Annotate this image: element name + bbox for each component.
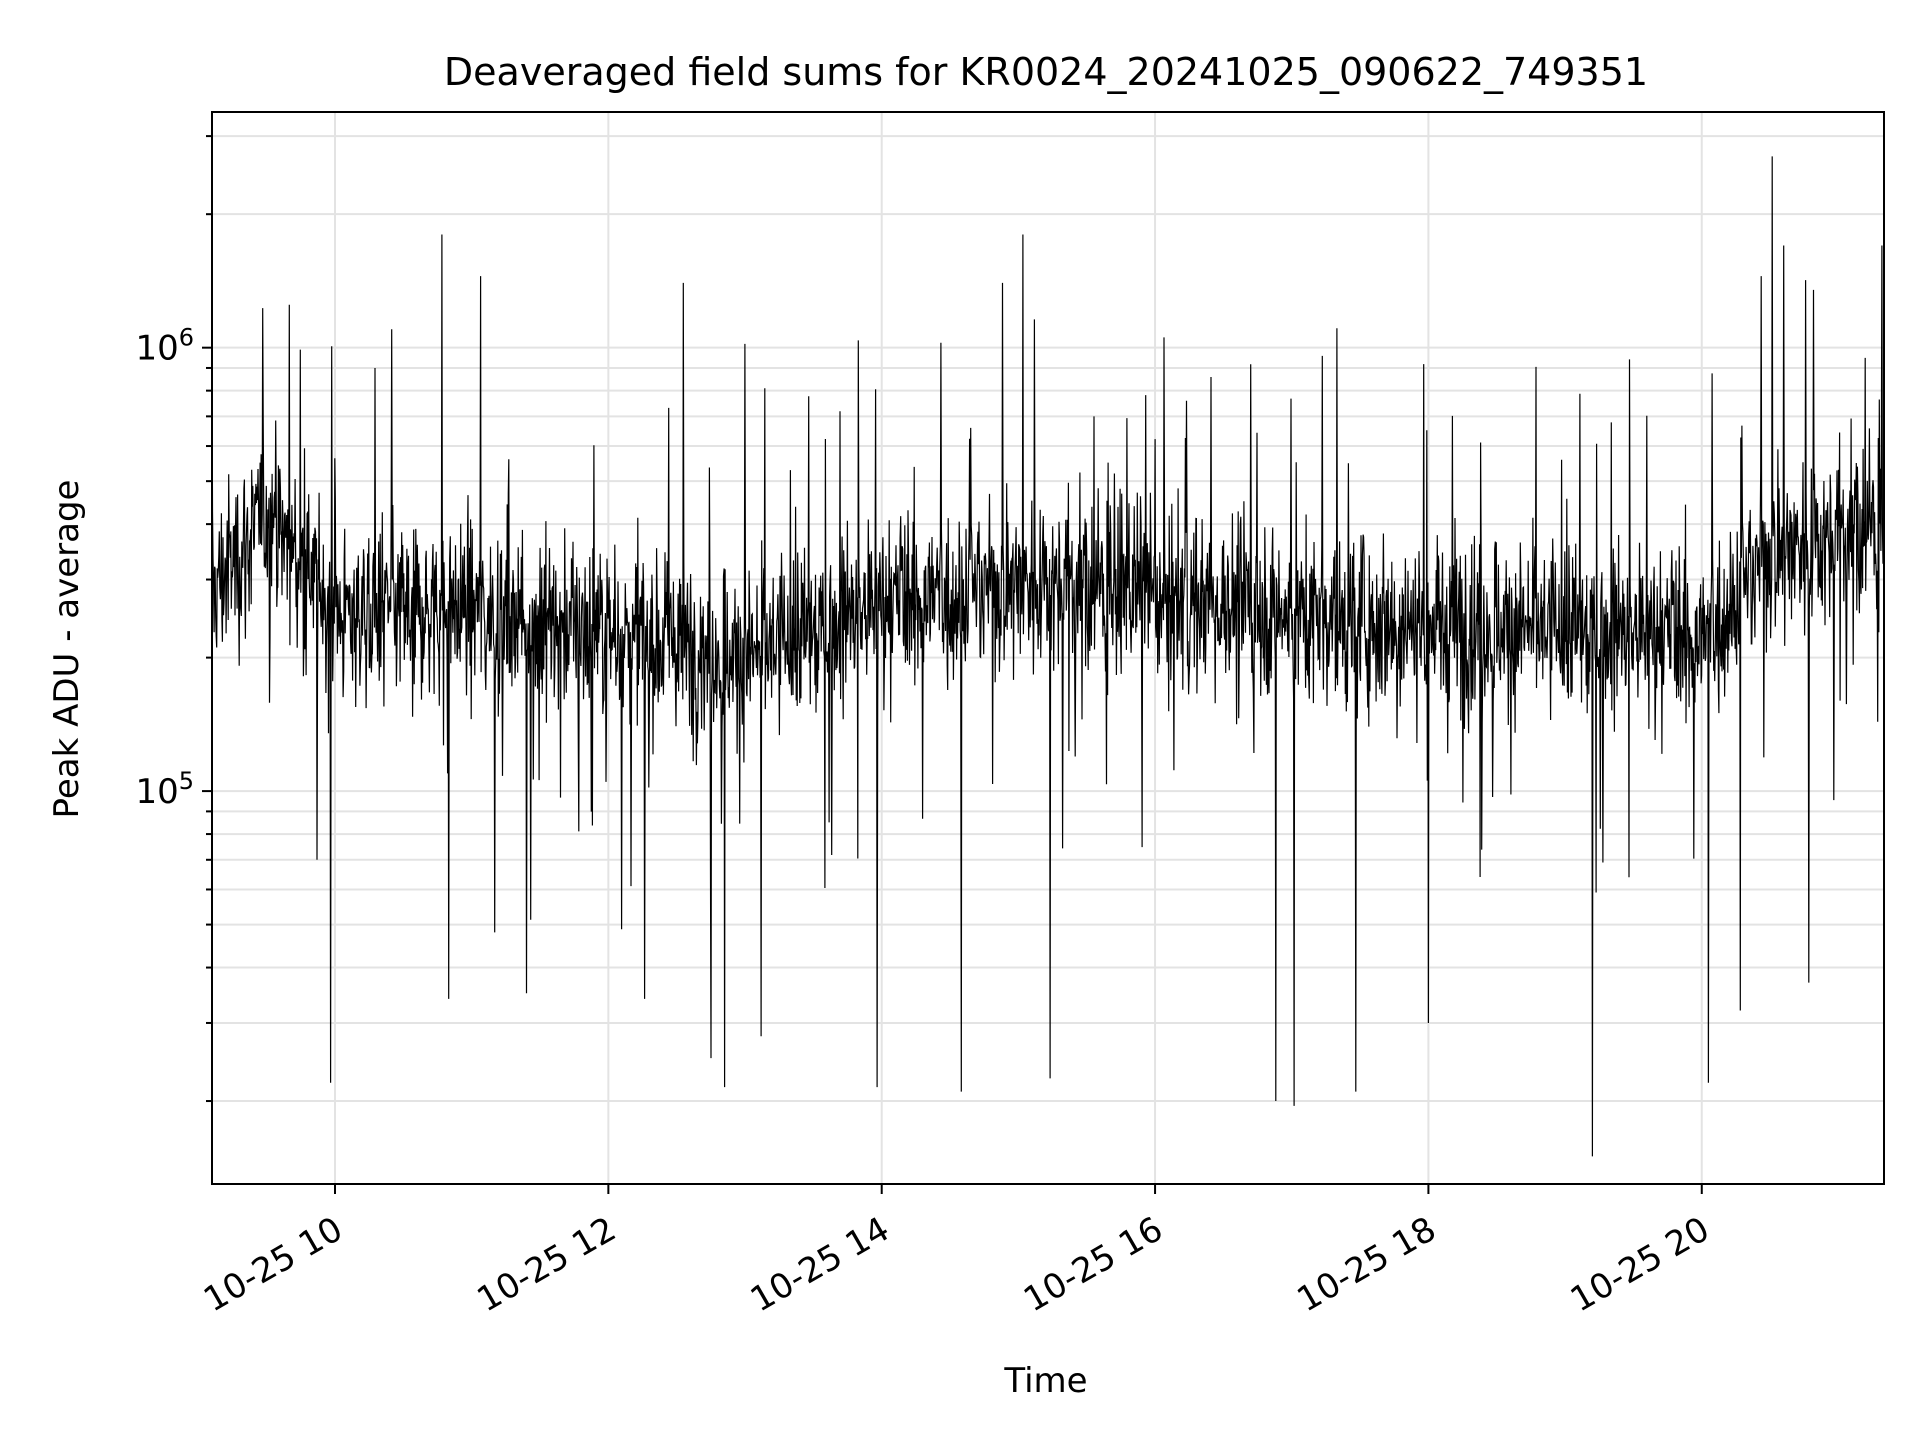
- series-line: [211, 156, 1885, 1157]
- y-axis-label: Peak ADU - average: [47, 480, 87, 819]
- x-axis-label: Time: [1003, 1361, 1087, 1401]
- plot-frame: [211, 111, 1885, 1185]
- chart-title: Deaveraged field sums for KR0024_2024102…: [444, 50, 1648, 94]
- y-tick-label: 105: [135, 767, 194, 812]
- y-tick-label: 106: [135, 324, 194, 369]
- series-layer: [211, 156, 1885, 1157]
